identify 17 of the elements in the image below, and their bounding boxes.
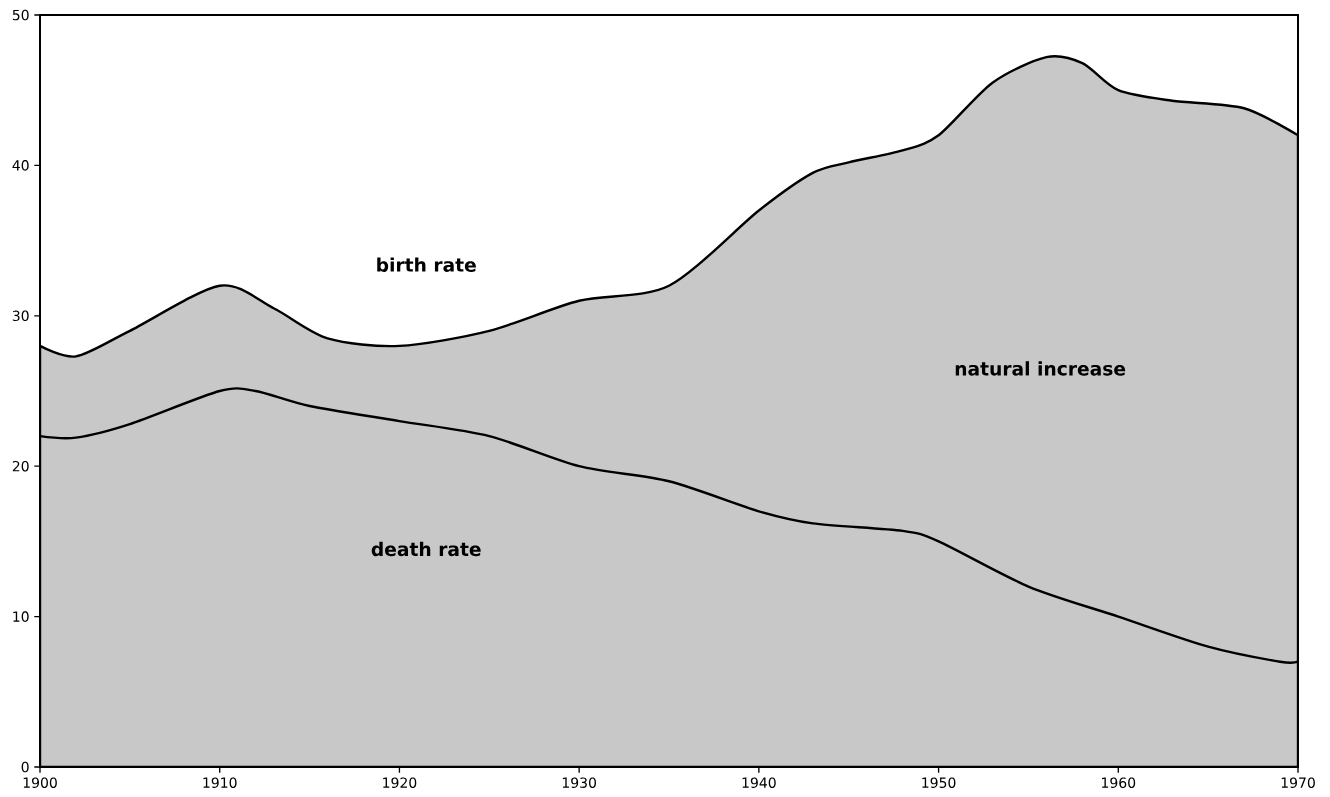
x-tick-label: 1970	[1281, 777, 1315, 788]
x-tick-label: 1960	[1102, 777, 1136, 788]
y-tick-label: 50	[12, 9, 29, 21]
x-tick-label: 1950	[922, 777, 956, 788]
x-tick-label: 1940	[742, 777, 776, 788]
annotation: natural increase	[955, 361, 1126, 376]
x-tick-label: 1900	[23, 777, 57, 788]
y-tick-label: 30	[12, 310, 29, 322]
annotation: birth rate	[377, 257, 476, 272]
y-tick-label: 20	[12, 460, 29, 472]
annotation: death rate	[371, 541, 481, 557]
y-tick-label: 40	[12, 160, 29, 171]
y-tick-label: 0	[21, 761, 29, 773]
x-tick-label: 1910	[203, 777, 237, 788]
x-tick-label: 1920	[383, 777, 417, 788]
x-tick-label: 1930	[562, 777, 597, 788]
y-tick-label: 10	[13, 611, 29, 622]
